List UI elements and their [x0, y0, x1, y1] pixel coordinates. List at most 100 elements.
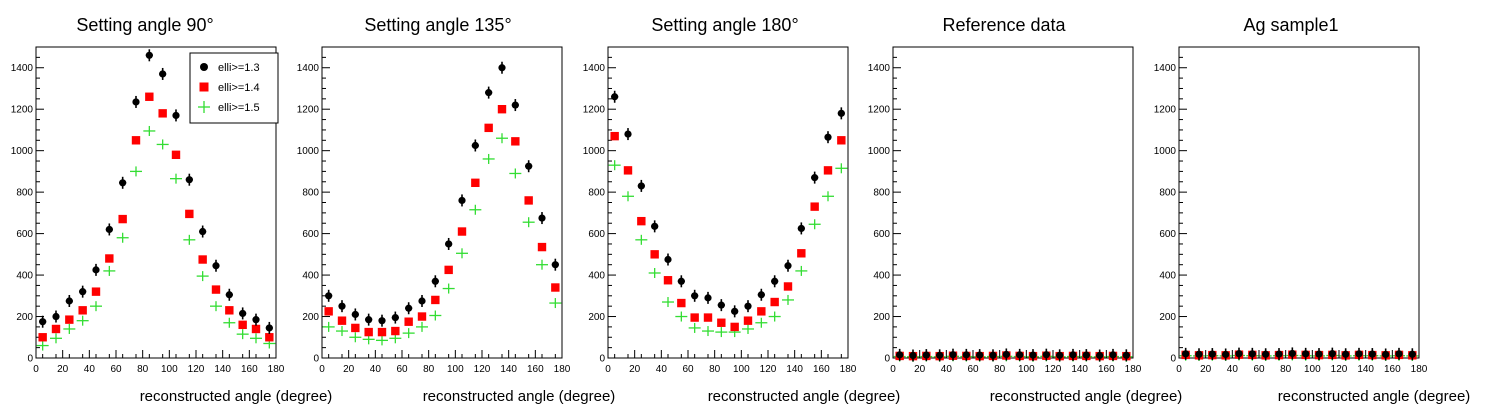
y-tick-label: 1000: [11, 146, 34, 157]
panel-3: Setting angle 180°0200400600800100012001…: [583, 15, 901, 405]
data-point: [471, 178, 480, 188]
data-point: [1109, 351, 1117, 359]
data-point: [199, 227, 207, 236]
data-point: [445, 240, 453, 248]
y-tick-label: 600: [588, 229, 605, 240]
y-tick-label: 1000: [583, 146, 606, 157]
data-point: [265, 333, 274, 342]
data-point: [252, 316, 260, 324]
series-1: [39, 49, 273, 334]
y-tick-label: 1400: [11, 63, 34, 74]
data-point: [65, 297, 73, 305]
data-point: [39, 318, 47, 326]
x-tick-label: 100: [161, 364, 178, 375]
data-point: [325, 292, 333, 300]
data-point: [551, 261, 559, 269]
data-point: [185, 176, 193, 184]
y-tick-label: 1400: [868, 63, 891, 74]
data-point: [538, 214, 546, 222]
data-point: [511, 137, 520, 146]
y-tick-label: 1400: [297, 63, 320, 74]
data-point: [1408, 350, 1416, 358]
y-tick-label: 200: [302, 312, 319, 323]
data-point: [637, 182, 645, 190]
data-point: [511, 101, 519, 109]
x-tick-label: 180: [554, 364, 571, 375]
x-tick-label: 0: [33, 364, 39, 375]
legend-label: elli>=1.5: [218, 102, 260, 114]
x-tick-label: 140: [1071, 364, 1088, 375]
x-tick-label: 140: [214, 364, 231, 375]
data-point: [783, 282, 793, 291]
data-point: [811, 174, 819, 182]
y-tick-label: 400: [16, 271, 33, 282]
y-tick-label: 0: [884, 354, 890, 365]
data-point: [703, 313, 713, 322]
data-point: [537, 242, 547, 252]
data-point: [1016, 351, 1024, 359]
panel-2: Setting angle 135°0200400600800100012001…: [297, 15, 616, 405]
data-point: [691, 292, 699, 300]
data-point: [65, 315, 74, 324]
data-point: [771, 277, 779, 285]
data-point: [239, 309, 247, 318]
x-tick-label: 0: [605, 364, 611, 375]
data-point: [198, 255, 207, 264]
data-point: [145, 92, 154, 101]
data-point: [1029, 351, 1037, 359]
data-point: [52, 312, 60, 321]
x-tick-label: 100: [447, 364, 464, 375]
data-point: [378, 317, 386, 325]
series-1: [1182, 347, 1416, 361]
y-tick-label: 600: [16, 229, 33, 240]
x-tick-label: 100: [1304, 364, 1321, 375]
data-point: [145, 51, 153, 59]
data-point: [624, 130, 632, 138]
x-tick-label: 60: [967, 364, 979, 375]
data-point: [404, 317, 413, 326]
data-point: [377, 327, 387, 337]
series-2: [610, 131, 846, 332]
panel-title: Setting angle 180°: [651, 15, 798, 35]
data-point: [1122, 351, 1130, 359]
data-point: [1395, 350, 1403, 358]
data-point: [38, 333, 47, 342]
x-tick-label: 160: [527, 364, 544, 375]
x-tick-label: 0: [1176, 364, 1182, 375]
x-tick-label: 20: [914, 364, 926, 375]
data-point: [837, 136, 846, 145]
x-tick-label: 60: [110, 364, 122, 375]
data-point: [651, 222, 659, 230]
series-1: [896, 348, 1130, 362]
x-tick-label: 120: [1331, 364, 1348, 375]
data-point: [1222, 350, 1230, 359]
x-tick-label: 140: [500, 364, 517, 375]
data-point: [364, 327, 373, 337]
series-1: [325, 61, 559, 327]
y-tick-label: 1400: [1154, 63, 1177, 74]
x-axis-label: reconstructed angle (degree): [140, 388, 333, 405]
data-point: [324, 307, 333, 316]
panel-1: Setting angle 90°02004006008001000120014…: [11, 15, 333, 405]
x-tick-label: 40: [370, 364, 382, 375]
data-point: [211, 285, 221, 294]
data-point: [1275, 350, 1283, 358]
x-tick-label: 140: [1357, 364, 1374, 375]
x-axis-label: reconstructed angle (degree): [990, 388, 1183, 405]
data-point: [471, 141, 479, 150]
data-point: [677, 298, 686, 308]
x-tick-label: 80: [423, 364, 435, 375]
data-point: [497, 105, 507, 114]
data-point: [1248, 350, 1256, 358]
data-point: [444, 265, 453, 275]
x-tick-label: 120: [1045, 364, 1062, 375]
data-point: [1235, 350, 1243, 358]
data-point: [744, 302, 752, 310]
legend-label: elli>=1.4: [218, 82, 260, 94]
y-tick-label: 1200: [297, 105, 320, 116]
data-point: [1315, 350, 1323, 358]
y-tick-label: 400: [873, 271, 890, 282]
y-tick-label: 600: [873, 229, 890, 240]
x-tick-label: 60: [1253, 364, 1265, 375]
